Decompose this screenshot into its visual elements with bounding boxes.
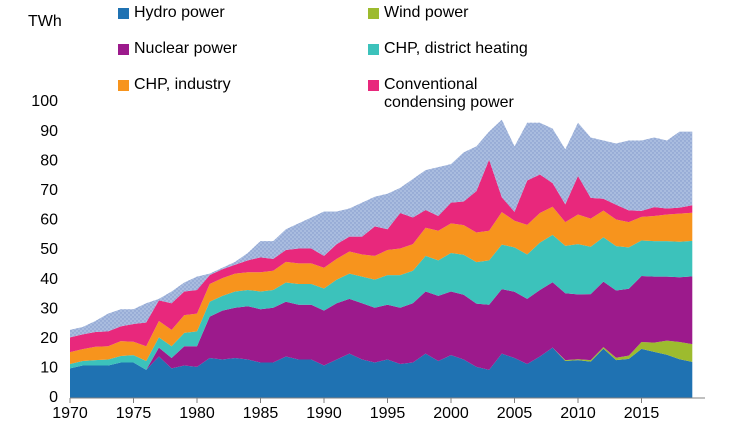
x-tick-label: 1975 [116,405,152,422]
legend-label: Conventional condensing power [384,76,514,111]
area [70,276,693,370]
area-texture [70,119,693,338]
y-tick-label: 40 [40,271,58,288]
x-tick-label: 1970 [52,405,88,422]
legend-swatch [368,8,379,19]
x-tick-label: 1990 [306,405,342,422]
y-tick-label: 60 [40,212,58,229]
legend-item: Hydro power [118,4,368,30]
legend: Hydro power Wind power Nuclear power CHP, d… [118,4,538,111]
x-tick-label: 1980 [179,405,215,422]
legend-swatch [368,80,379,91]
x-tick-label: 2000 [433,405,469,422]
y-tick-label: 100 [31,93,58,110]
area [70,159,693,353]
legend-label: CHP, district heating [384,40,528,57]
x-tick-label: 1995 [370,405,406,422]
area [70,234,693,370]
y-tick-label: 90 [40,123,58,140]
legend-swatch [118,44,129,55]
legend-item: Wind power [368,4,538,30]
y-tick-label: 70 [40,182,58,199]
area [70,347,693,398]
legend-item: Conventional condensing power [368,76,538,111]
y-tick-label: 0 [49,389,58,406]
y-tick-label: 20 [40,330,58,347]
x-tick-label: 2005 [497,405,533,422]
legend-item: CHP, district heating [368,40,538,66]
y-tick-label: 50 [40,241,58,258]
legend-label: Wind power [384,4,469,21]
x-tick-label: 1985 [243,405,279,422]
legend-label: Nuclear power [134,40,238,57]
legend-swatch [118,8,129,19]
x-tick-label: 2015 [624,405,660,422]
x-tick-label: 2010 [560,405,596,422]
legend-item: CHP, industry [118,76,368,102]
area [70,206,693,364]
y-tick-label: 10 [40,360,58,377]
y-tick-label: 80 [40,152,58,169]
y-tick-label: 30 [40,300,58,317]
axes: 0 10 20 30 40 50 60 70 80 90 100 1970 1975 1980 1985 19… [31,93,705,422]
y-axis-label: TWh [28,13,62,30]
legend-label: Hydro power [134,4,225,21]
areas [70,119,693,398]
legend-item: Nuclear power [118,40,368,66]
legend-label: CHP, industry [134,76,231,93]
legend-swatch [118,80,129,91]
legend-swatch [368,44,379,55]
